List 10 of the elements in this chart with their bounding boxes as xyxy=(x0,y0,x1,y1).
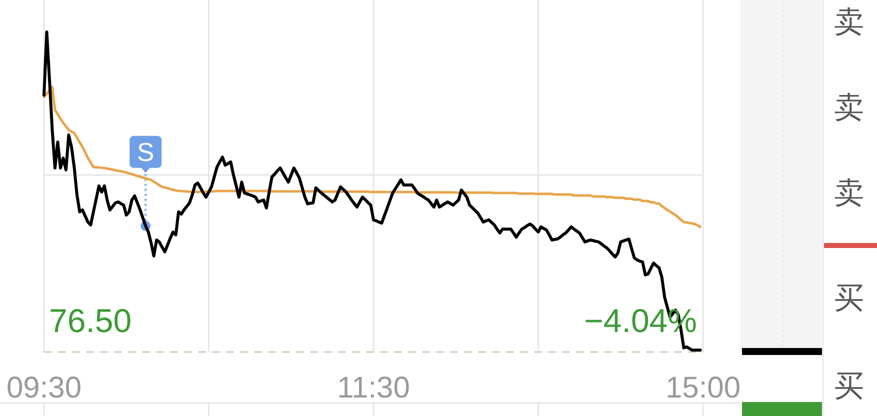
x-tick-label: 15:00 xyxy=(665,371,741,404)
text: 卖 xyxy=(834,5,864,40)
annotation: S xyxy=(136,136,154,167)
text: 买 xyxy=(834,281,864,316)
text: 买 xyxy=(834,369,864,404)
x-tick-label: 09:30 xyxy=(6,371,82,404)
annotation: 76.50 xyxy=(49,302,132,339)
text: 卖 xyxy=(834,176,864,211)
x-tick-label: 11:30 xyxy=(337,371,410,404)
text: 卖 xyxy=(834,90,864,126)
